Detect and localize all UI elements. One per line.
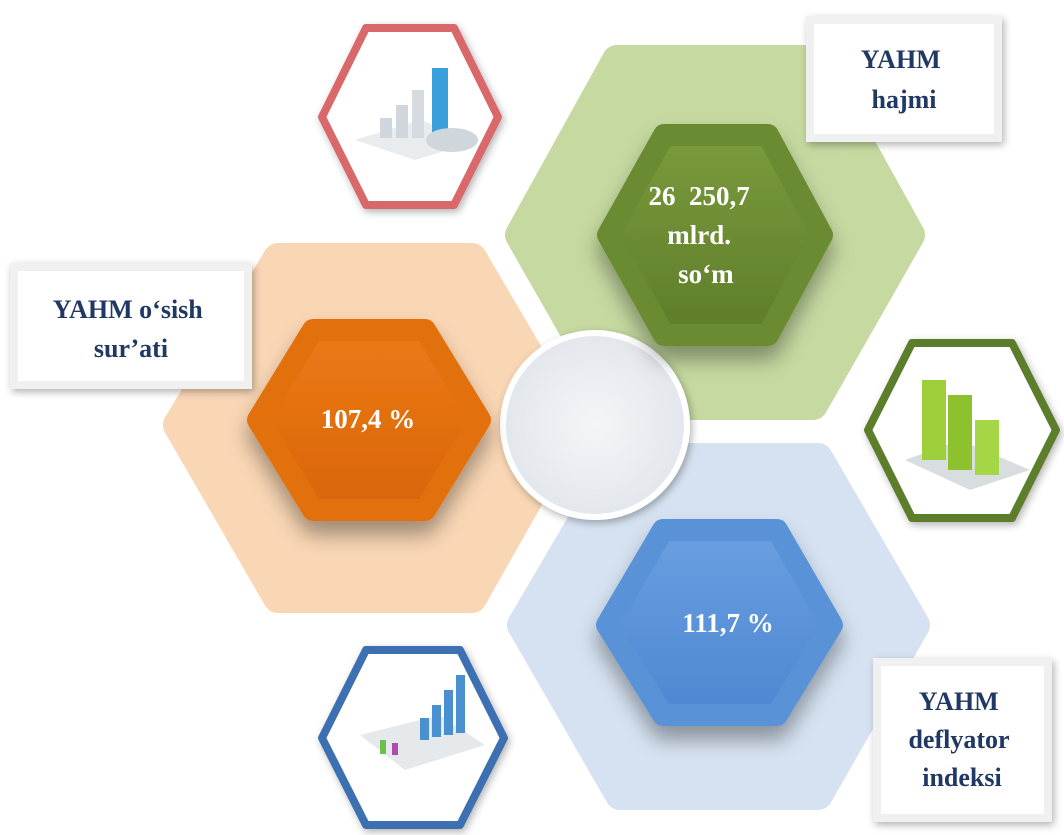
icon-bar xyxy=(380,740,386,754)
infographic: YAHM hajmi YAHM o‘sish sur’ati YAHM defl… xyxy=(0,0,1064,835)
value-line: mlrd. xyxy=(667,220,731,250)
label-line: YAHM xyxy=(919,687,999,716)
icon-bar xyxy=(432,705,441,737)
page: {"blocks": [ {"label": ["YAHM", "hajmi"]… xyxy=(0,0,1064,835)
icon-bar xyxy=(922,380,946,460)
label-box xyxy=(810,20,998,138)
icon-bar xyxy=(420,718,429,740)
icon-bar xyxy=(412,90,424,138)
value-line: 111,7 % xyxy=(682,608,774,638)
label-line: YAHM o‘sish xyxy=(53,295,204,324)
icon-bar xyxy=(392,743,398,755)
value-line: so‘m xyxy=(678,259,734,289)
label-line: YAHM xyxy=(861,45,941,74)
icon-bar xyxy=(948,395,972,470)
value: 111,7 % xyxy=(682,608,774,638)
icon-bar xyxy=(380,118,392,138)
label-line: indeksi xyxy=(922,763,1002,792)
value-line: 26 250,7 xyxy=(649,181,750,211)
icon-bar xyxy=(456,675,465,733)
icon-frame xyxy=(322,28,498,205)
icon-pie xyxy=(426,128,478,152)
icon-top xyxy=(322,28,498,205)
value-line: 107,4 % xyxy=(321,404,416,434)
icon-right xyxy=(868,343,1056,518)
value: 107,4 % xyxy=(321,404,416,434)
icon-bar xyxy=(975,420,999,475)
center-circle xyxy=(503,333,687,517)
label-box xyxy=(14,267,248,385)
label-line: sur’ati xyxy=(94,334,168,363)
icon-bar xyxy=(444,690,453,735)
label: YAHM deflyator indeksi xyxy=(908,687,1015,792)
icon-bar xyxy=(396,105,408,138)
icon-bottom xyxy=(322,650,504,825)
label-line: deflyator xyxy=(908,725,1009,754)
label-line: hajmi xyxy=(872,85,937,114)
